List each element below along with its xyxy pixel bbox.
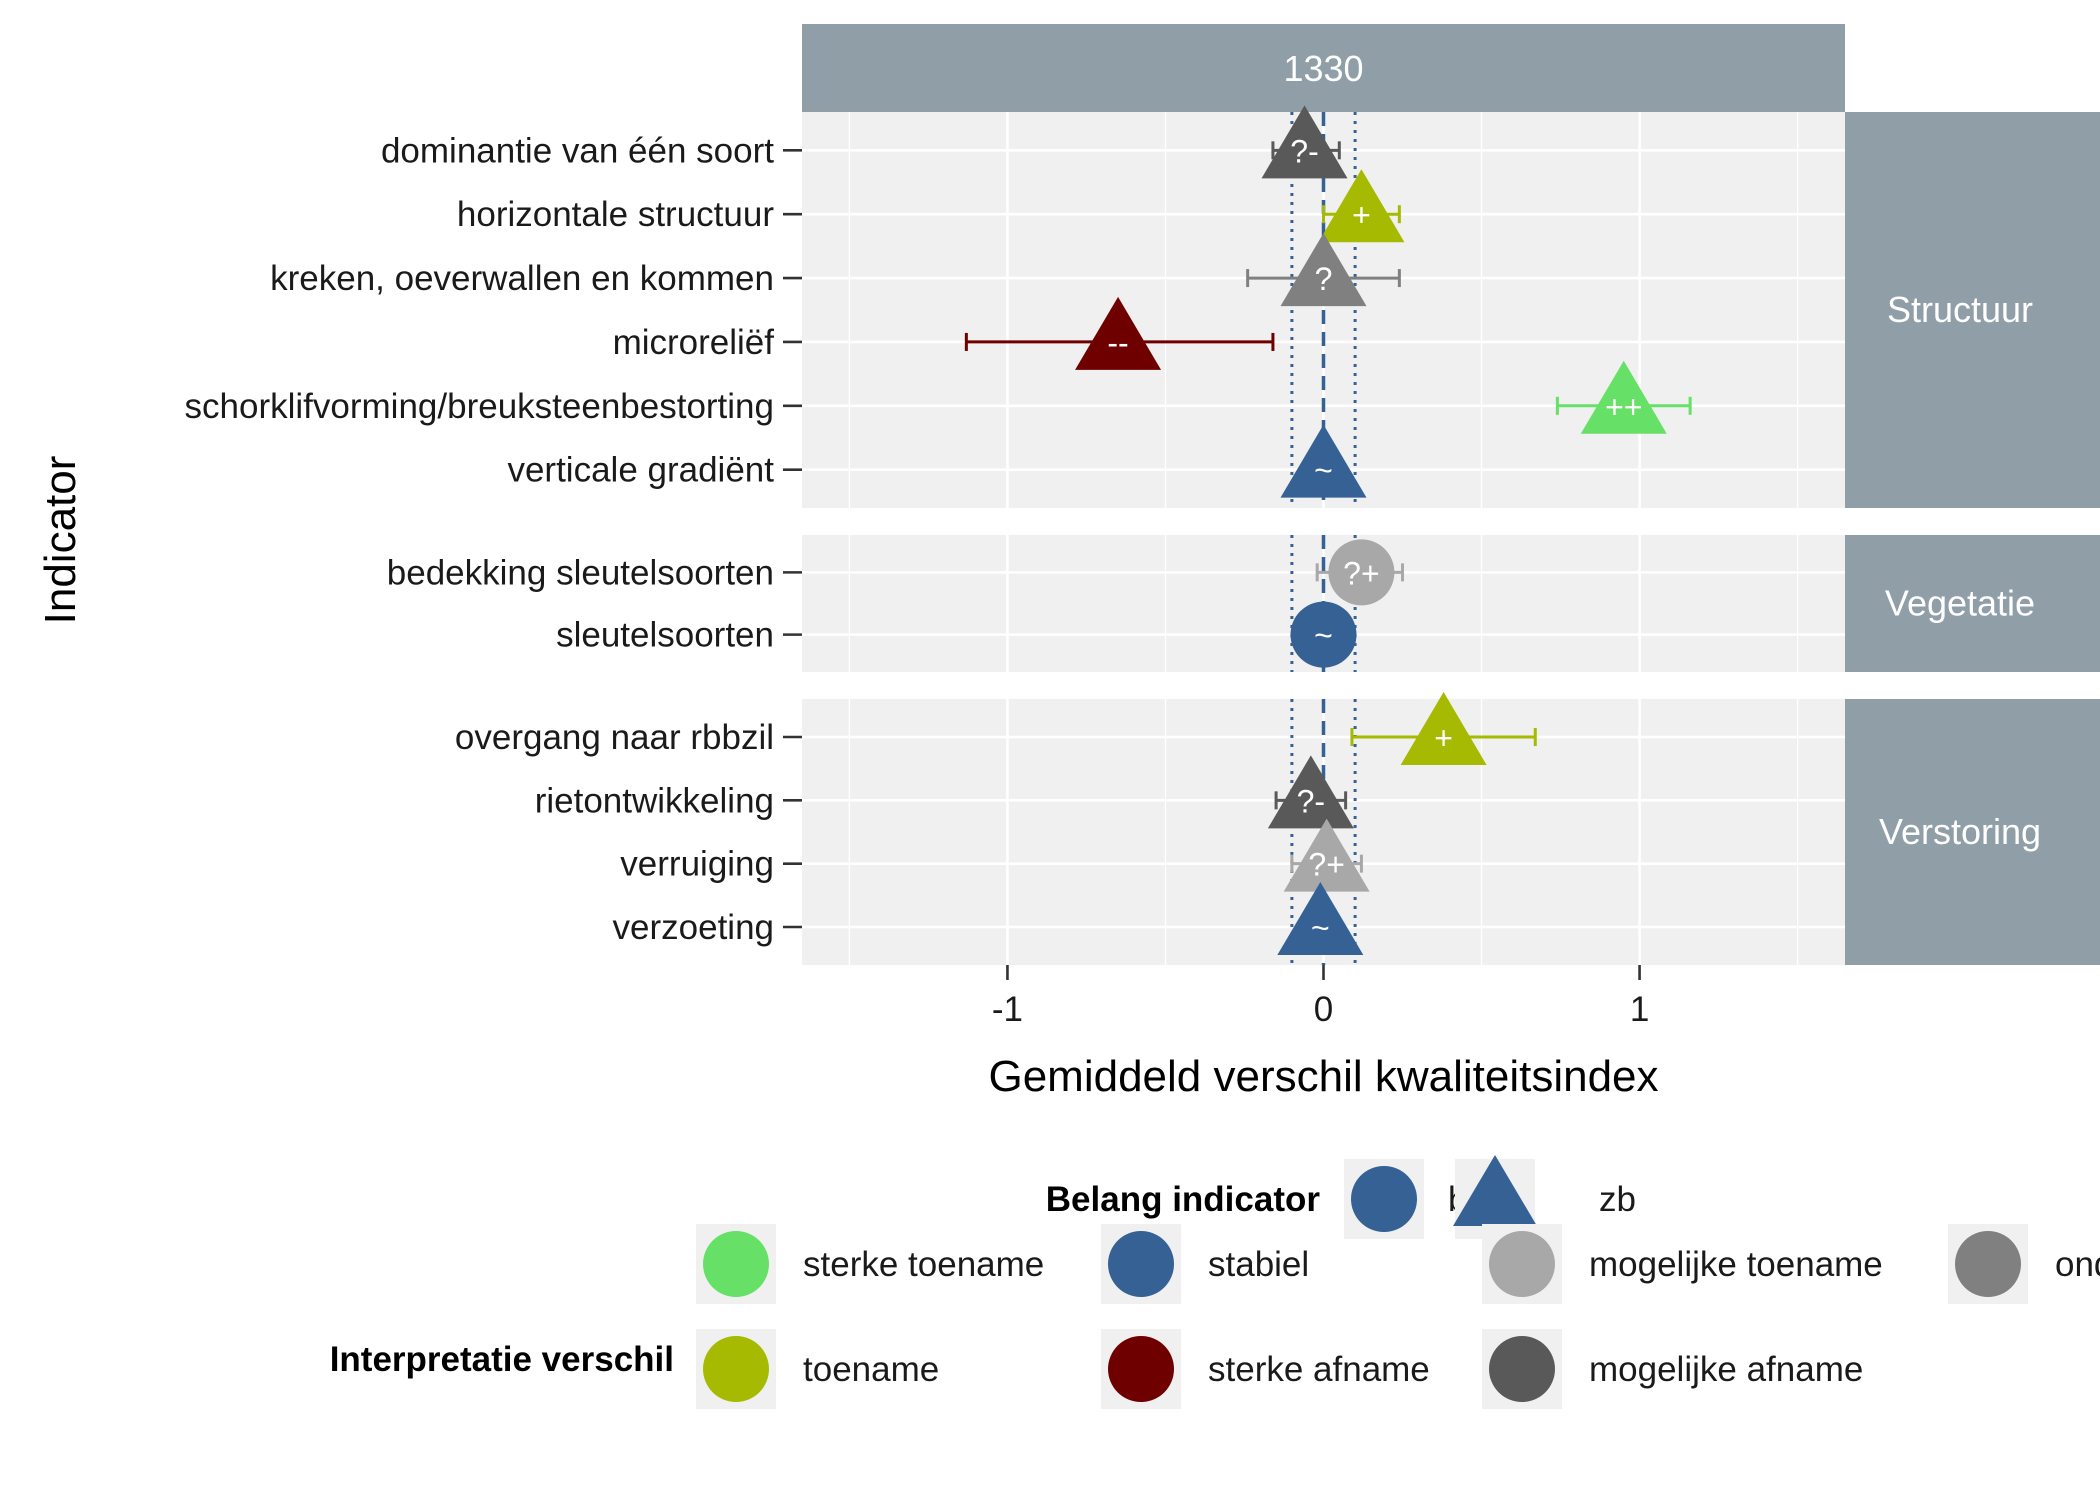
x-axis-title: Gemiddeld verschil kwaliteitsindex (988, 1052, 1658, 1101)
data-point-label: ?+ (1343, 555, 1379, 591)
y-tick-label: dominantie van één soort (381, 131, 774, 170)
data-point-label: + (1352, 197, 1371, 233)
x-tick-label: 0 (1314, 990, 1333, 1029)
legend-triangle-icon (1453, 1155, 1537, 1226)
y-tick-label: schorklifvorming/breuksteenbestorting (185, 387, 774, 426)
legend-circle-icon (1351, 1166, 1417, 1232)
data-point-label: ?+ (1308, 847, 1344, 883)
legend-swatch-sterke-afname (1108, 1336, 1174, 1402)
y-tick-label: overgang naar rbbzil (455, 718, 774, 757)
legend-swatch-stabiel (1108, 1231, 1174, 1297)
panel-strip-label-verstoring: Verstoring (1879, 811, 2041, 852)
data-point-circle (1328, 539, 1395, 606)
legend-swatch-mogelijke-afname (1489, 1336, 1555, 1402)
legend-label-mogelijke-toename: mogelijke toename (1589, 1245, 1883, 1284)
legend-swatch-mogelijke-toename (1489, 1231, 1555, 1297)
y-tick-label: verruiging (620, 845, 774, 884)
panel-strip-verstoring (1845, 699, 2100, 965)
y-tick-label: microreliëf (613, 323, 775, 362)
y-tick-label: verzoeting (613, 908, 774, 947)
data-point-triangle (1267, 755, 1354, 829)
data-point-label: ? (1315, 261, 1333, 297)
y-tick-label: sleutelsoorten (556, 616, 774, 655)
y-tick-label: horizontale structuur (457, 195, 774, 234)
panel-strip-structuur (1845, 112, 2100, 508)
panel-strip-label-structuur: Structuur (1887, 289, 2033, 330)
legend-label-zb: zb (1599, 1180, 1636, 1219)
data-point-triangle (1400, 692, 1487, 765)
y-tick-label: bedekking sleutelsoorten (387, 553, 774, 592)
data-point-triangle (1280, 233, 1367, 307)
data-point-triangle (1283, 818, 1370, 892)
data-point-triangle (1318, 169, 1405, 243)
legend-label-sterke-afname: sterke afname (1208, 1350, 1430, 1389)
x-tick-label: 1 (1630, 990, 1649, 1029)
data-point-label: ~ (1311, 910, 1330, 946)
legend-label-toename: toename (803, 1350, 939, 1389)
panel-strip-vegetatie (1845, 535, 2100, 672)
data-point-triangle (1075, 296, 1162, 370)
y-tick-label: verticale gradiënt (507, 451, 774, 490)
data-point-label: ~ (1314, 618, 1333, 654)
data-point-label: ++ (1605, 389, 1642, 425)
y-tick-label: rietontwikkeling (535, 781, 774, 820)
top-strip-label: 1330 (1283, 48, 1363, 89)
legend-label-mogelijke-afname: mogelijke afname (1589, 1350, 1863, 1389)
legend-shape-title: Belang indicator (1046, 1180, 1321, 1219)
legend-label-stabiel: stabiel (1208, 1245, 1309, 1284)
data-point-triangle (1280, 424, 1367, 498)
panel-strip-label-vegetatie: Vegetatie (1885, 583, 2035, 624)
y-axis-title: Indicator (36, 456, 85, 625)
data-point-triangle (1277, 882, 1364, 955)
data-point-circle (1290, 601, 1357, 668)
data-point-triangle (1261, 105, 1348, 179)
top-strip (802, 24, 1845, 112)
data-point-label: ~ (1314, 453, 1333, 489)
data-point-triangle (1580, 360, 1667, 434)
legend-swatch-onduidelijk (1955, 1231, 2021, 1297)
legend-label-sterke-toename: sterke toename (803, 1245, 1044, 1284)
y-tick-label: kreken, oeverwallen en kommen (270, 259, 774, 298)
legend-swatch-sterke-toename (703, 1231, 769, 1297)
data-point-label: ?- (1297, 783, 1325, 819)
legend-swatch-toename (703, 1336, 769, 1402)
legend-color-title: Interpretatie verschil (330, 1340, 674, 1379)
legend-label-onduidelijk: onduidelijk (2055, 1245, 2100, 1284)
data-point-label: + (1434, 720, 1453, 756)
x-tick-label: -1 (992, 990, 1023, 1029)
data-point-label: -- (1107, 325, 1128, 361)
data-point-label: ?- (1290, 133, 1318, 169)
